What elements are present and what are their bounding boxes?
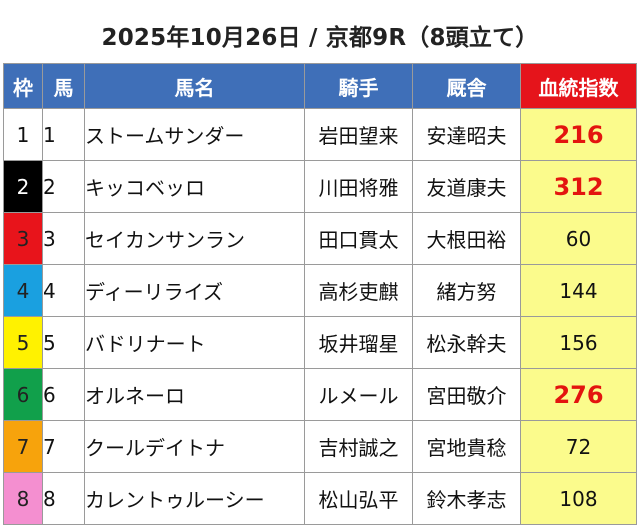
header-jockey: 騎手 bbox=[304, 63, 413, 109]
bloodline-index-cell: 72 bbox=[520, 420, 637, 473]
table-row: 6 6 オルネーロ ルメール 宮田敬介 276 bbox=[3, 368, 637, 421]
table-row: 8 8 カレントゥルーシー 松山弘平 鈴木孝志 108 bbox=[3, 472, 637, 525]
race-entry-table: 枠 馬 馬名 騎手 厩舎 血統指数 1 1 ストームサンダー 岩田望来 安達昭夫 216 2… bbox=[3, 63, 637, 525]
horse-number-cell: 4 bbox=[42, 264, 85, 317]
table-row: 3 3 セイカンサンラン 田口貫太 大根田裕 60 bbox=[3, 212, 637, 265]
waku-cell: 8 bbox=[3, 472, 43, 525]
horse-number-cell: 1 bbox=[42, 108, 85, 161]
horse-name-cell: ストームサンダー bbox=[84, 108, 305, 161]
jockey-cell: 吉村誠之 bbox=[304, 420, 413, 473]
bloodline-index-cell: 216 bbox=[520, 108, 637, 161]
trainer-cell: 安達昭夫 bbox=[412, 108, 521, 161]
horse-name-cell: オルネーロ bbox=[84, 368, 305, 421]
trainer-cell: 松永幹夫 bbox=[412, 316, 521, 369]
waku-cell: 5 bbox=[3, 316, 43, 369]
horse-number-cell: 5 bbox=[42, 316, 85, 369]
trainer-cell: 宮田敬介 bbox=[412, 368, 521, 421]
header-waku: 枠 bbox=[3, 63, 43, 109]
table-header-row: 枠 馬 馬名 騎手 厩舎 血統指数 bbox=[3, 63, 637, 109]
horse-name-cell: クールデイトナ bbox=[84, 420, 305, 473]
horse-number-cell: 8 bbox=[42, 472, 85, 525]
waku-cell: 3 bbox=[3, 212, 43, 265]
header-horse-name: 馬名 bbox=[84, 63, 305, 109]
bloodline-index-cell: 144 bbox=[520, 264, 637, 317]
trainer-cell: 友道康夫 bbox=[412, 160, 521, 213]
bloodline-index-cell: 276 bbox=[520, 368, 637, 421]
jockey-cell: 高杉吏麒 bbox=[304, 264, 413, 317]
trainer-cell: 鈴木孝志 bbox=[412, 472, 521, 525]
jockey-cell: 松山弘平 bbox=[304, 472, 413, 525]
bloodline-index-cell: 60 bbox=[520, 212, 637, 265]
horse-name-cell: ディーリライズ bbox=[84, 264, 305, 317]
horse-number-cell: 6 bbox=[42, 368, 85, 421]
bloodline-index-cell: 312 bbox=[520, 160, 637, 213]
jockey-cell: ルメール bbox=[304, 368, 413, 421]
table-row: 5 5 バドリナート 坂井瑠星 松永幹夫 156 bbox=[3, 316, 637, 369]
waku-cell: 4 bbox=[3, 264, 43, 317]
jockey-cell: 岩田望来 bbox=[304, 108, 413, 161]
horse-number-cell: 7 bbox=[42, 420, 85, 473]
trainer-cell: 宮地貴稔 bbox=[412, 420, 521, 473]
jockey-cell: 坂井瑠星 bbox=[304, 316, 413, 369]
table-row: 4 4 ディーリライズ 高杉吏麒 緒方努 144 bbox=[3, 264, 637, 317]
header-bloodline-index: 血統指数 bbox=[520, 63, 637, 109]
horse-name-cell: カレントゥルーシー bbox=[84, 472, 305, 525]
jockey-cell: 田口貫太 bbox=[304, 212, 413, 265]
trainer-cell: 大根田裕 bbox=[412, 212, 521, 265]
bloodline-index-cell: 156 bbox=[520, 316, 637, 369]
horse-number-cell: 2 bbox=[42, 160, 85, 213]
horse-number-cell: 3 bbox=[42, 212, 85, 265]
header-trainer: 厩舎 bbox=[412, 63, 521, 109]
header-uma: 馬 bbox=[42, 63, 85, 109]
page-title: 2025年10月26日 / 京都9R（8頭立て） bbox=[101, 25, 539, 51]
horse-name-cell: キッコベッロ bbox=[84, 160, 305, 213]
horse-name-cell: セイカンサンラン bbox=[84, 212, 305, 265]
table-row: 1 1 ストームサンダー 岩田望来 安達昭夫 216 bbox=[3, 108, 637, 161]
jockey-cell: 川田将雅 bbox=[304, 160, 413, 213]
waku-cell: 7 bbox=[3, 420, 43, 473]
waku-cell: 1 bbox=[3, 108, 43, 161]
bloodline-index-cell: 108 bbox=[520, 472, 637, 525]
horse-name-cell: バドリナート bbox=[84, 316, 305, 369]
trainer-cell: 緒方努 bbox=[412, 264, 521, 317]
waku-cell: 6 bbox=[3, 368, 43, 421]
table-row: 7 7 クールデイトナ 吉村誠之 宮地貴稔 72 bbox=[3, 420, 637, 473]
table-row: 2 2 キッコベッロ 川田将雅 友道康夫 312 bbox=[3, 160, 637, 213]
waku-cell: 2 bbox=[3, 160, 43, 213]
